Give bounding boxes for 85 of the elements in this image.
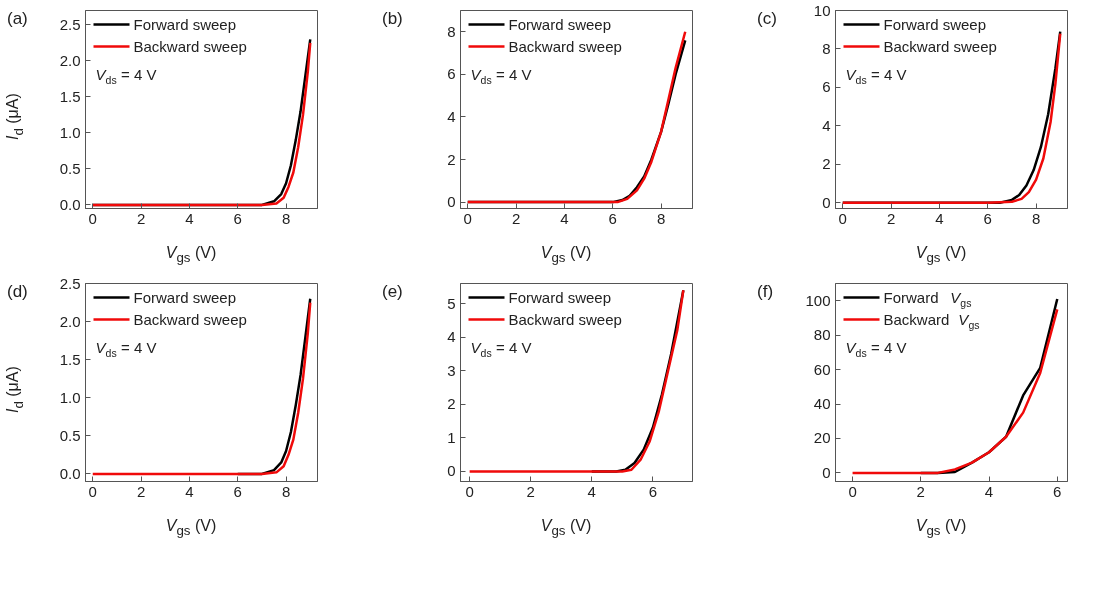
- x-tick-label: 4: [560, 209, 569, 227]
- chart-title: (d): [7, 281, 28, 303]
- x-tick-label: 8: [656, 209, 666, 227]
- x-tick-label: 4: [185, 209, 194, 227]
- chart-title: (a): [7, 8, 28, 30]
- y-tick-label: 0.5: [59, 159, 81, 177]
- x-axis-title: V$_{gs}$ (V): [164, 243, 218, 268]
- legend-label: Backward sweep: [133, 311, 247, 328]
- y-tick-label: 1.0: [59, 388, 81, 406]
- y-tick-label: 60: [813, 360, 831, 378]
- x-tick-label: 0: [88, 209, 97, 227]
- x-axis-title: V$_{gs}$ (V): [914, 516, 968, 541]
- x-tick-label: 6: [233, 482, 242, 500]
- y-tick-label: 5: [447, 294, 456, 312]
- x-axis-title: V$_{gs}$ (V): [914, 243, 968, 268]
- x-tick-label: 8: [281, 209, 291, 227]
- y-tick-label: 8: [447, 22, 456, 40]
- y-tick-label: 1.5: [59, 87, 81, 105]
- x-tick-label: 4: [935, 209, 944, 227]
- y-tick-label: 0: [447, 462, 456, 480]
- x-tick-label: 4: [984, 482, 994, 500]
- y-tick-label: 0: [822, 193, 831, 211]
- y-tick-label: 1.0: [59, 123, 81, 141]
- y-tick-label: 40: [813, 395, 831, 413]
- y-tick-label: 20: [813, 429, 831, 447]
- chart-title: (c): [757, 8, 777, 30]
- x-tick-label: 2: [886, 209, 896, 227]
- y-tick-label: 6: [447, 65, 456, 83]
- x-tick-label: 0: [838, 209, 847, 227]
- x-tick-label: 2: [136, 209, 146, 227]
- y-tick-label: 0: [447, 193, 456, 211]
- x-tick-label: 0: [465, 482, 474, 500]
- legend-label: Backward sweep: [508, 38, 622, 55]
- y-tick-label: 8: [822, 39, 831, 57]
- y-tick-label: 2.0: [59, 312, 81, 330]
- legend-label: Forward sweep: [508, 16, 612, 33]
- y-tick-label: 6: [822, 78, 831, 96]
- y-tick-label: 4: [447, 107, 456, 125]
- x-tick-label: 4: [185, 482, 194, 500]
- y-tick-label: 10: [813, 1, 831, 19]
- y-tick-label: 0: [822, 463, 831, 481]
- x-tick-label: 6: [608, 209, 617, 227]
- legend-label: Forward sweep: [133, 289, 237, 306]
- chart-title: (e): [382, 281, 403, 303]
- legend-label: Forward sweep: [883, 16, 987, 33]
- y-tick-label: 2.5: [59, 274, 81, 292]
- x-tick-label: 6: [1053, 482, 1062, 500]
- y-tick-label: 100: [805, 291, 831, 309]
- y-tick-label: 4: [822, 116, 831, 134]
- y-tick-label: 0.0: [59, 195, 81, 213]
- legend-label: Backward sweep: [133, 38, 247, 55]
- y-tick-label: 80: [813, 326, 831, 344]
- y-tick-label: 0.0: [59, 464, 81, 482]
- legend-label: Forward sweep: [133, 16, 237, 33]
- y-tick-label: 1: [447, 428, 456, 446]
- chart-title: (f): [757, 281, 774, 303]
- x-tick-label: 8: [281, 482, 291, 500]
- x-tick-label: 2: [916, 482, 925, 500]
- legend-label: Forward sweep: [508, 289, 612, 306]
- y-tick-label: 0.5: [59, 426, 81, 444]
- legend-label: Backward sweep: [883, 38, 997, 55]
- x-tick-label: 2: [136, 482, 146, 500]
- y-tick-label: 3: [447, 361, 456, 379]
- x-tick-label: 0: [848, 482, 857, 500]
- x-tick-label: 2: [526, 482, 535, 500]
- x-tick-label: 6: [648, 482, 657, 500]
- x-tick-label: 8: [1031, 209, 1041, 227]
- y-tick-label: 2: [447, 395, 456, 413]
- y-tick-label: 4: [447, 328, 456, 346]
- chart-title: (b): [382, 8, 403, 30]
- x-tick-label: 4: [587, 482, 596, 500]
- x-axis-title: V$_{gs}$ (V): [539, 516, 593, 541]
- x-axis-title: V$_{gs}$ (V): [164, 516, 218, 541]
- x-tick-label: 6: [233, 209, 242, 227]
- y-tick-label: 1.5: [59, 350, 81, 368]
- y-tick-label: 2.5: [59, 15, 81, 33]
- y-tick-label: 2.0: [59, 51, 81, 69]
- legend-label: Backward sweep: [508, 311, 622, 328]
- x-tick-label: 0: [463, 209, 472, 227]
- x-axis-title: V$_{gs}$ (V): [539, 243, 593, 268]
- y-tick-label: 2: [447, 150, 456, 168]
- y-tick-label: 2: [822, 155, 831, 173]
- x-tick-label: 0: [88, 482, 97, 500]
- x-tick-label: 2: [511, 209, 521, 227]
- x-tick-label: 6: [983, 209, 992, 227]
